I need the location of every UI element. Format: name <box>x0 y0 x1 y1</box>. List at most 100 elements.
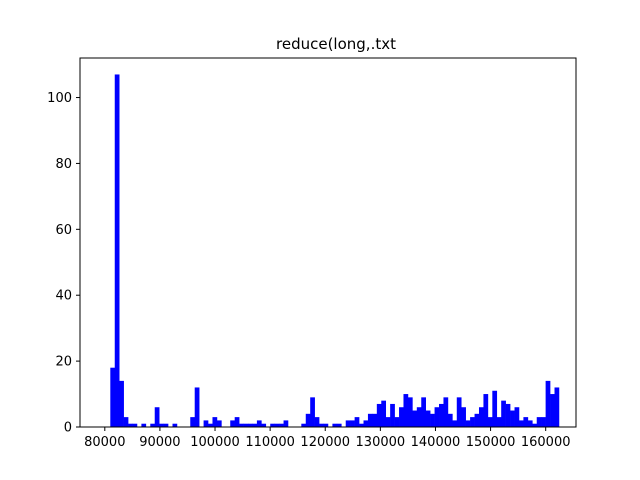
histogram-bar <box>359 423 364 427</box>
histogram-bar <box>430 413 435 427</box>
histogram-bar <box>447 413 453 427</box>
histogram-bar <box>501 400 506 427</box>
histogram-bar <box>234 417 240 427</box>
histogram-bar <box>372 413 378 427</box>
histogram-bar <box>314 417 320 427</box>
histogram-bar <box>248 423 253 427</box>
histogram-bar <box>172 423 178 427</box>
y-tick-label: 20 <box>55 355 72 370</box>
histogram-bar <box>261 423 267 427</box>
x-axis: 80000 90000 100000 110000 120000 130000 140000… <box>84 427 571 450</box>
histogram-bar <box>523 417 529 427</box>
histogram-bar <box>110 367 116 427</box>
histogram-bar <box>230 420 235 427</box>
histogram-bar <box>114 74 120 427</box>
histogram-bar <box>252 423 258 427</box>
histogram-bar <box>487 417 493 427</box>
histogram-bar <box>354 417 360 427</box>
histogram-bar <box>132 423 138 427</box>
histogram-bar <box>470 417 475 427</box>
histogram-bar <box>443 397 449 427</box>
histogram-bar <box>256 420 262 427</box>
x-tick-label: 160000 <box>521 435 571 450</box>
histogram-bar <box>394 417 400 427</box>
histogram-bar <box>376 403 382 427</box>
y-tick-label: 60 <box>55 223 72 238</box>
histogram-bar <box>203 420 209 427</box>
histogram-bar <box>336 423 342 427</box>
histogram-bar <box>510 410 515 427</box>
histogram-bar <box>323 423 329 427</box>
x-tick-label: 90000 <box>139 435 180 450</box>
histogram-bar <box>385 417 391 427</box>
histogram-bar <box>421 397 426 427</box>
histogram-bar <box>532 423 538 427</box>
histogram-bar <box>439 403 444 427</box>
histogram-bar <box>550 394 555 427</box>
histogram-bar <box>270 423 275 427</box>
histogram-bar <box>345 420 351 427</box>
histogram-bar <box>527 420 533 427</box>
histogram-bar <box>123 417 129 427</box>
histogram-bar <box>319 423 324 427</box>
histogram-bar <box>239 423 244 427</box>
x-tick-label: 130000 <box>356 435 406 450</box>
histogram-bar <box>399 407 404 427</box>
histogram-bar <box>367 413 373 427</box>
x-tick-label: 140000 <box>411 435 461 450</box>
chart-title: reduce(long,.txt <box>276 35 396 53</box>
histogram-bar <box>474 413 480 427</box>
histogram-bar <box>390 403 395 427</box>
histogram-bar <box>461 407 466 427</box>
y-axis: 0 20 40 60 80 100 <box>47 91 80 436</box>
x-tick-label: 110000 <box>245 435 295 450</box>
bars-group <box>110 74 560 428</box>
y-tick-label: 80 <box>55 157 72 172</box>
histogram-bar <box>545 380 551 428</box>
histogram-bar <box>416 407 422 427</box>
histogram-bar <box>363 420 369 427</box>
histogram-bar <box>216 420 222 427</box>
histogram-bar <box>514 407 520 427</box>
histogram-bar <box>305 413 311 427</box>
histogram-bar <box>536 417 542 427</box>
histogram-bar <box>208 423 213 427</box>
histogram-bar <box>279 423 284 427</box>
histogram-bar <box>274 423 280 427</box>
histogram-bar <box>465 420 471 427</box>
histogram-bar <box>478 407 484 427</box>
histogram-bar <box>163 423 169 427</box>
histogram-bar <box>452 420 458 427</box>
x-tick-label: 80000 <box>84 435 125 450</box>
histogram-bar <box>541 417 546 427</box>
histogram-bar <box>403 394 409 427</box>
y-tick-label: 0 <box>64 421 72 436</box>
histogram-bar <box>456 397 462 427</box>
x-tick-label: 100000 <box>190 435 240 450</box>
histogram-bar <box>190 417 196 427</box>
x-tick-label: 150000 <box>466 435 516 450</box>
histogram-bar <box>425 410 431 427</box>
histogram-bar <box>141 423 147 427</box>
histogram-bar <box>119 380 124 428</box>
histogram-bar <box>332 423 338 427</box>
histogram-bar <box>381 400 387 427</box>
plot-frame <box>79 57 577 428</box>
histogram-bar <box>483 394 489 427</box>
histogram-bar <box>505 403 511 427</box>
histogram-bar <box>159 423 164 427</box>
histogram-bar <box>212 417 218 427</box>
histogram-bar <box>554 387 560 427</box>
histogram-bar <box>350 420 355 427</box>
histogram-bar <box>518 420 524 427</box>
histogram-bar <box>434 407 440 427</box>
histogram-bar <box>301 423 307 427</box>
histogram-bar <box>492 390 498 427</box>
histogram-bar <box>150 423 156 427</box>
histogram-bar <box>154 407 160 427</box>
histogram-bar <box>128 423 133 427</box>
histogram-bar <box>194 387 200 427</box>
histogram-bar <box>283 420 289 427</box>
histogram-bar <box>496 417 502 427</box>
